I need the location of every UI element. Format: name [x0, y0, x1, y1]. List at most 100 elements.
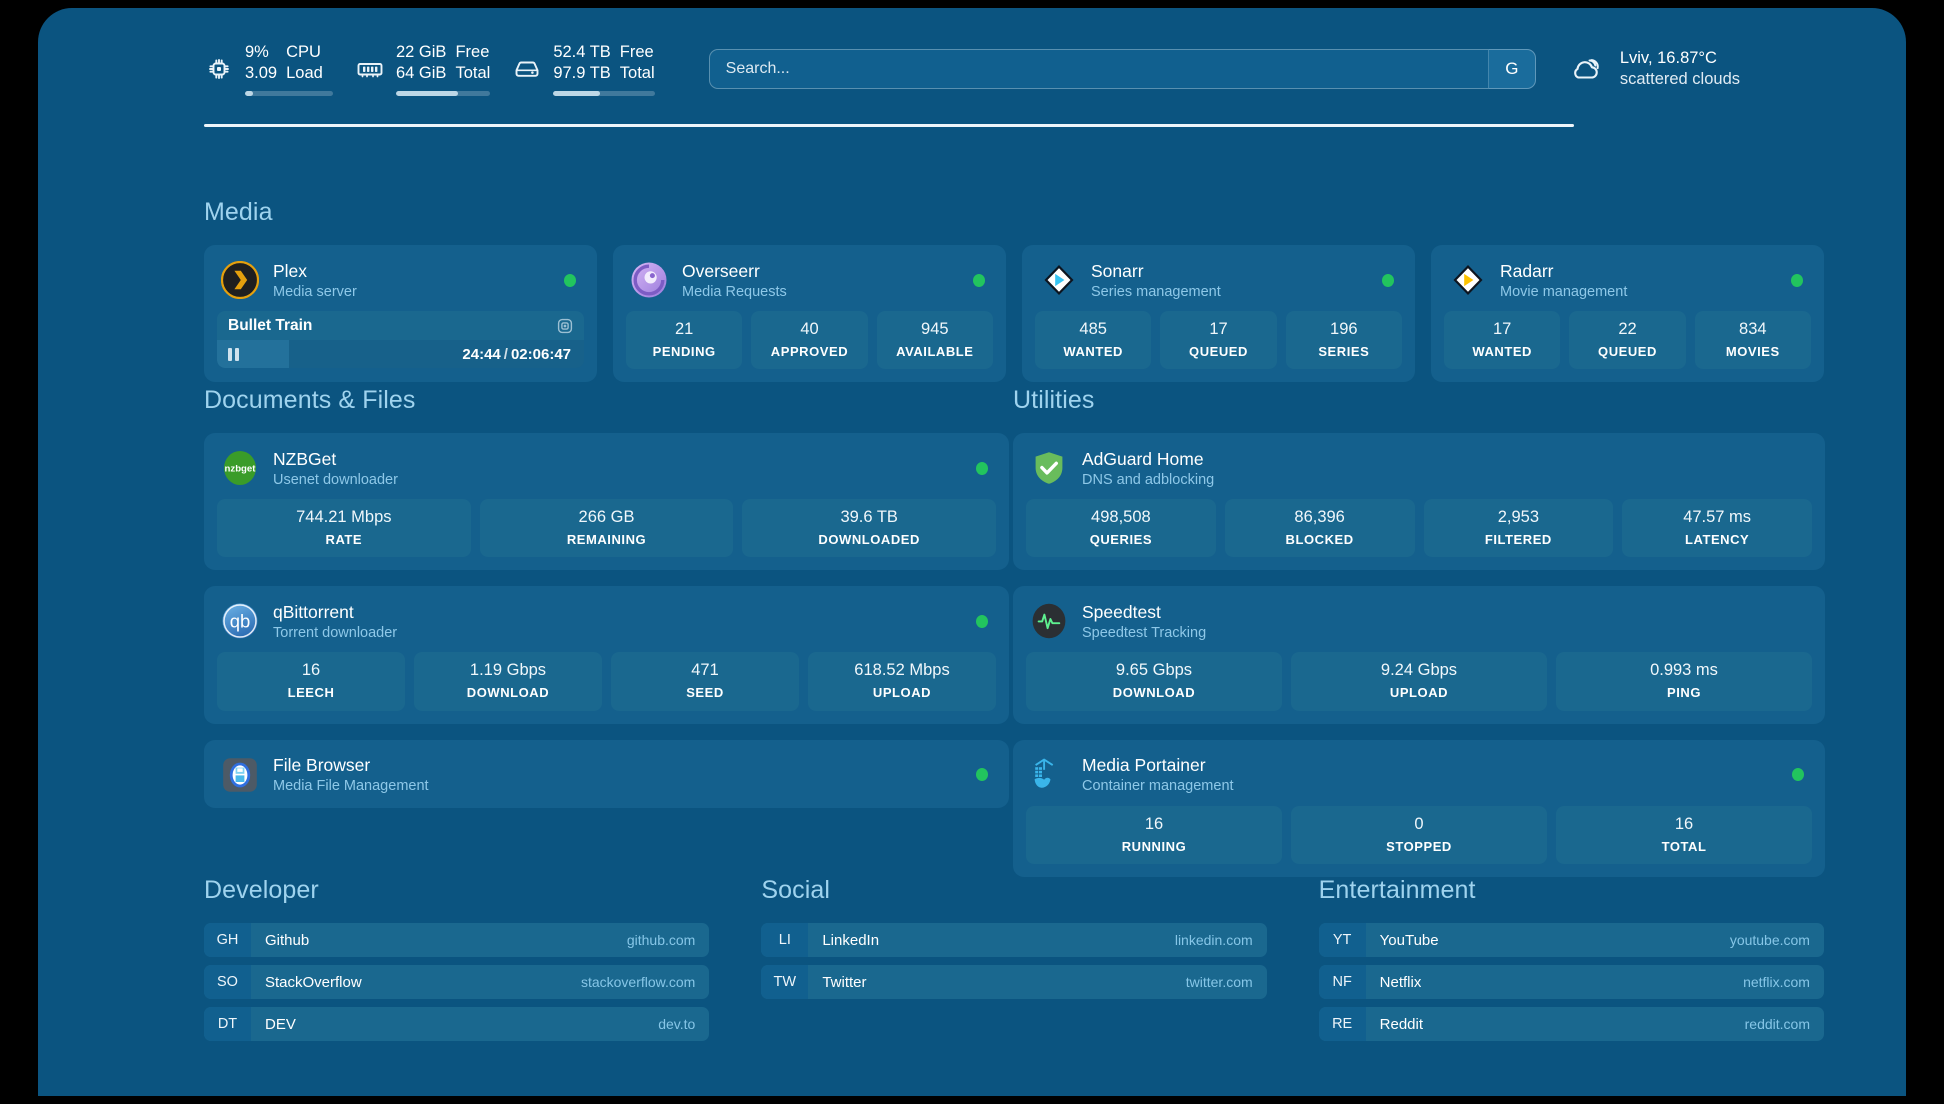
nzbget-icon: nzbget	[221, 449, 259, 487]
service-card-header[interactable]: Speedtest Speedtest Tracking	[1026, 599, 1812, 641]
service-name: Speedtest	[1082, 601, 1161, 622]
service-metrics: 485 WANTED 17 QUEUED 196 SERIES	[1035, 311, 1402, 370]
bookmark-badge: SO	[204, 965, 251, 999]
service-subtitle: Media Requests	[682, 283, 787, 300]
service-card[interactable]: Sonarr Series management 485 WANTED 17 QUEUED…	[1022, 245, 1415, 383]
service-card[interactable]: qb qBittorrent Torrent downloader 16 LEECH 1…	[204, 586, 1009, 724]
stat-value-secondary: 64 GiB	[396, 63, 447, 82]
metric-label: DOWNLOADED	[818, 531, 920, 547]
service-card-header[interactable]: Plex Media server	[217, 258, 584, 300]
service-card-header[interactable]: nzbget NZBGet Usenet downloader	[217, 446, 996, 488]
bookmark-item[interactable]: SO StackOverflow stackoverflow.com	[204, 965, 710, 999]
metric-value: 945	[921, 320, 949, 338]
bookmark-list: LI LinkedIn linkedin.com TW Twitter twitter.c…	[761, 923, 1267, 999]
chromecast-icon[interactable]	[557, 318, 573, 334]
status-indicator-dot	[1382, 273, 1394, 287]
bookmark-item[interactable]: DT DEV dev.to	[204, 1007, 710, 1041]
bookmark-content: Github github.com	[251, 923, 709, 957]
now-playing-progress-row[interactable]: 24:44/02:06:47	[217, 340, 584, 368]
service-name: Overseerr	[682, 260, 760, 281]
qbittorrent-icon: qb	[221, 602, 259, 640]
bookmark-name: YouTube	[1379, 931, 1439, 949]
bookmark-badge: RE	[1318, 1007, 1366, 1041]
metric-value: 22	[1618, 320, 1637, 338]
service-subtitle: Torrent downloader	[273, 624, 398, 641]
service-card-header[interactable]: Radarr Movie management	[1444, 258, 1811, 300]
metric-label: UPLOAD	[1389, 685, 1449, 701]
metric-tile: 21 PENDING	[626, 311, 743, 370]
header-divider	[204, 124, 1574, 127]
bookmark-badge: TW	[761, 965, 809, 999]
system-stat-cpu: 9% 3.09 CPU Load	[204, 42, 333, 96]
service-card[interactable]: Radarr Movie management 17 WANTED 22 QUEUED 83…	[1431, 245, 1824, 383]
service-card[interactable]: AdGuard Home DNS and adblocking 498,508 QUE…	[1013, 433, 1825, 571]
bookmark-content: LinkedIn linkedin.com	[808, 923, 1266, 957]
adguard-shield-icon	[1030, 449, 1068, 487]
service-card[interactable]: File Browser Media File Management	[204, 739, 1009, 808]
section-title-media: Media	[204, 198, 273, 226]
metric-tile: 16 RUNNING	[1026, 805, 1282, 865]
bookmark-badge: GH	[204, 923, 251, 957]
bookmark-item[interactable]: YT YouTube youtube.com	[1318, 923, 1824, 957]
bookmark-url: reddit.com	[1744, 1016, 1810, 1032]
bookmark-url: stackoverflow.com	[580, 974, 696, 990]
metric-value: 2,953	[1497, 508, 1540, 526]
bookmark-name: Reddit	[1379, 1015, 1424, 1033]
metric-label: WANTED	[1063, 343, 1123, 359]
service-card[interactable]: Plex Media server Bullet Train 24:44/02:06…	[204, 245, 597, 383]
service-card-header[interactable]: Media Portainer Container management	[1026, 753, 1812, 795]
bookmark-url: netflix.com	[1743, 974, 1810, 990]
radarr-icon	[1448, 261, 1486, 299]
status-indicator-dot	[976, 461, 988, 475]
metric-value: 471	[691, 661, 719, 680]
stat-label-secondary: Total	[455, 63, 491, 82]
bookmark-url: linkedin.com	[1174, 932, 1253, 948]
service-card[interactable]: Speedtest Speedtest Tracking 9.65 Gbps DOWN…	[1013, 586, 1825, 724]
metric-value: 39.6 TB	[840, 508, 898, 526]
service-name: NZBGet	[273, 448, 337, 469]
service-card-header[interactable]: File Browser Media File Management	[217, 753, 996, 795]
bookmark-item[interactable]: RE Reddit reddit.com	[1318, 1007, 1824, 1041]
service-card-header[interactable]: Sonarr Series management	[1035, 258, 1402, 300]
search-input[interactable]	[708, 49, 1488, 89]
service-card-header[interactable]: qb qBittorrent Torrent downloader	[217, 599, 996, 641]
metric-label: RATE	[325, 531, 363, 547]
bookmark-item[interactable]: TW Twitter twitter.com	[761, 965, 1267, 999]
metric-tile: 86,396 BLOCKED	[1224, 499, 1415, 558]
metric-value: 40	[800, 320, 819, 338]
bookmark-group: Developer GH Github github.com SO StackOverfl…	[204, 876, 710, 1041]
now-playing-title-row: Bullet Train	[217, 311, 584, 340]
search-engine-button[interactable]: G	[1487, 49, 1536, 89]
metric-tile: 22 QUEUED	[1569, 311, 1686, 370]
bookmark-name: Netflix	[1379, 973, 1422, 991]
service-card[interactable]: nzbget NZBGet Usenet downloader 744.21 Mbps…	[204, 433, 1009, 571]
service-name: Sonarr	[1091, 260, 1144, 281]
utilities-section: Utilities AdGuard Home DNS and adblocking…	[1013, 386, 1825, 878]
pause-icon[interactable]	[228, 347, 239, 361]
speedtest-pulse-icon	[1030, 602, 1068, 640]
bookmark-badge: YT	[1318, 923, 1366, 957]
bookmark-badge: DT	[204, 1007, 251, 1041]
metric-label: MOVIES	[1725, 343, 1780, 359]
bookmark-url: youtube.com	[1729, 932, 1810, 948]
metric-label: QUEUED	[1189, 343, 1248, 359]
sonarr-icon	[1039, 261, 1077, 299]
metric-label: QUEUED	[1598, 343, 1657, 359]
media-card-grid: Plex Media server Bullet Train 24:44/02:06…	[204, 245, 1824, 383]
svg-text:qb: qb	[230, 611, 251, 632]
bookmark-item[interactable]: LI LinkedIn linkedin.com	[761, 923, 1267, 957]
bookmark-item[interactable]: NF Netflix netflix.com	[1318, 965, 1824, 999]
search-bar[interactable]: G	[708, 49, 1536, 89]
service-card-header[interactable]: Overseerr Media Requests	[626, 258, 993, 300]
bookmark-name: Twitter	[822, 973, 867, 991]
bookmark-item[interactable]: GH Github github.com	[204, 923, 710, 957]
now-playing-timecode: 24:44/02:06:47	[462, 346, 571, 363]
service-subtitle: Container management	[1082, 778, 1234, 795]
documents-card-list: nzbget NZBGet Usenet downloader 744.21 Mbps…	[204, 433, 1009, 808]
svg-text:nzbget: nzbget	[225, 463, 257, 474]
metric-tile: 266 GB REMAINING	[479, 499, 734, 558]
service-card-header[interactable]: AdGuard Home DNS and adblocking	[1026, 446, 1812, 488]
service-name: Plex	[273, 260, 308, 281]
service-card[interactable]: Overseerr Media Requests 21 PENDING 40 APPROV…	[613, 245, 1006, 383]
service-card[interactable]: Media Portainer Container management 16 RUN…	[1013, 739, 1825, 878]
